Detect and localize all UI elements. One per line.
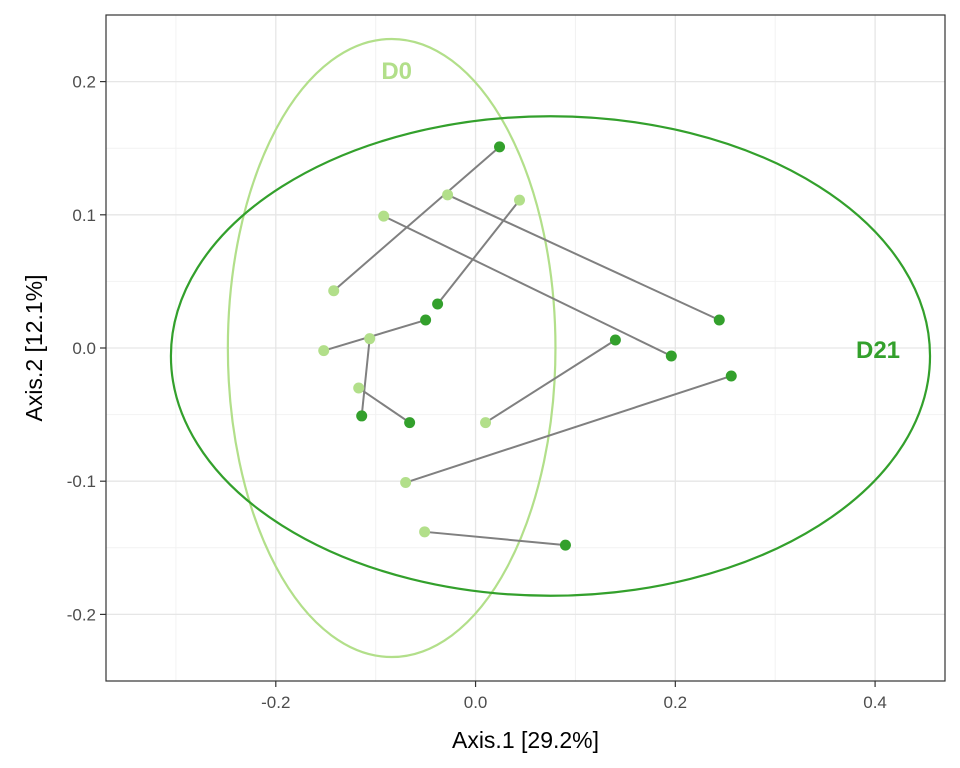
point-d0 bbox=[419, 526, 431, 538]
point-d21 bbox=[356, 410, 368, 422]
y-tick-label: 0.2 bbox=[72, 73, 96, 92]
y-tick-label: -0.1 bbox=[67, 472, 96, 491]
group-labels: D0 D21 bbox=[381, 58, 900, 364]
y-tick-label: -0.2 bbox=[67, 605, 96, 624]
pair-lines bbox=[323, 146, 732, 547]
points bbox=[318, 141, 737, 551]
point-d0 bbox=[378, 210, 390, 222]
grid bbox=[106, 15, 945, 681]
point-d0 bbox=[328, 285, 340, 297]
point-d21 bbox=[713, 314, 725, 326]
point-d21 bbox=[432, 298, 444, 310]
point-d0 bbox=[480, 417, 492, 429]
pair-line bbox=[424, 530, 566, 547]
pair-line bbox=[358, 387, 411, 424]
point-d21 bbox=[559, 539, 571, 551]
y-axis-title: Axis.2 [12.1%] bbox=[21, 274, 47, 421]
point-d21 bbox=[420, 314, 432, 326]
pair-line bbox=[383, 215, 672, 357]
point-d21 bbox=[725, 370, 737, 382]
point-d21 bbox=[609, 334, 621, 346]
ellipses bbox=[169, 37, 932, 659]
pair-line bbox=[405, 375, 732, 484]
pair-line bbox=[333, 146, 501, 292]
pair-line bbox=[485, 339, 616, 424]
point-d0 bbox=[514, 194, 526, 206]
ellipse-d0 bbox=[226, 37, 557, 659]
x-tick-label: 0.4 bbox=[863, 693, 887, 712]
group-label-d21: D21 bbox=[856, 337, 900, 364]
point-d0 bbox=[364, 333, 376, 345]
group-label-d0: D0 bbox=[381, 58, 412, 85]
pair-line bbox=[447, 193, 720, 321]
axis-ticks: -0.2 0.0 0.2 0.4 -0.2 -0.1 0.0 0.1 0.2 bbox=[67, 73, 887, 712]
x-axis-title: Axis.1 [29.2%] bbox=[452, 727, 599, 753]
ellipse-d21 bbox=[169, 115, 932, 597]
pair-line bbox=[436, 199, 521, 305]
x-tick-label: 0.0 bbox=[464, 693, 488, 712]
point-d0 bbox=[400, 477, 412, 489]
point-d0 bbox=[442, 189, 454, 201]
point-d21 bbox=[404, 417, 416, 429]
point-d21 bbox=[494, 141, 506, 153]
y-tick-label: 0.1 bbox=[72, 206, 96, 225]
point-d21 bbox=[665, 350, 677, 362]
pair-line bbox=[323, 319, 426, 352]
x-tick-label: -0.2 bbox=[261, 693, 290, 712]
pair-line bbox=[360, 338, 371, 417]
x-tick-label: 0.2 bbox=[664, 693, 688, 712]
point-d0 bbox=[353, 382, 365, 394]
y-tick-label: 0.0 bbox=[72, 339, 96, 358]
point-d0 bbox=[318, 345, 330, 357]
